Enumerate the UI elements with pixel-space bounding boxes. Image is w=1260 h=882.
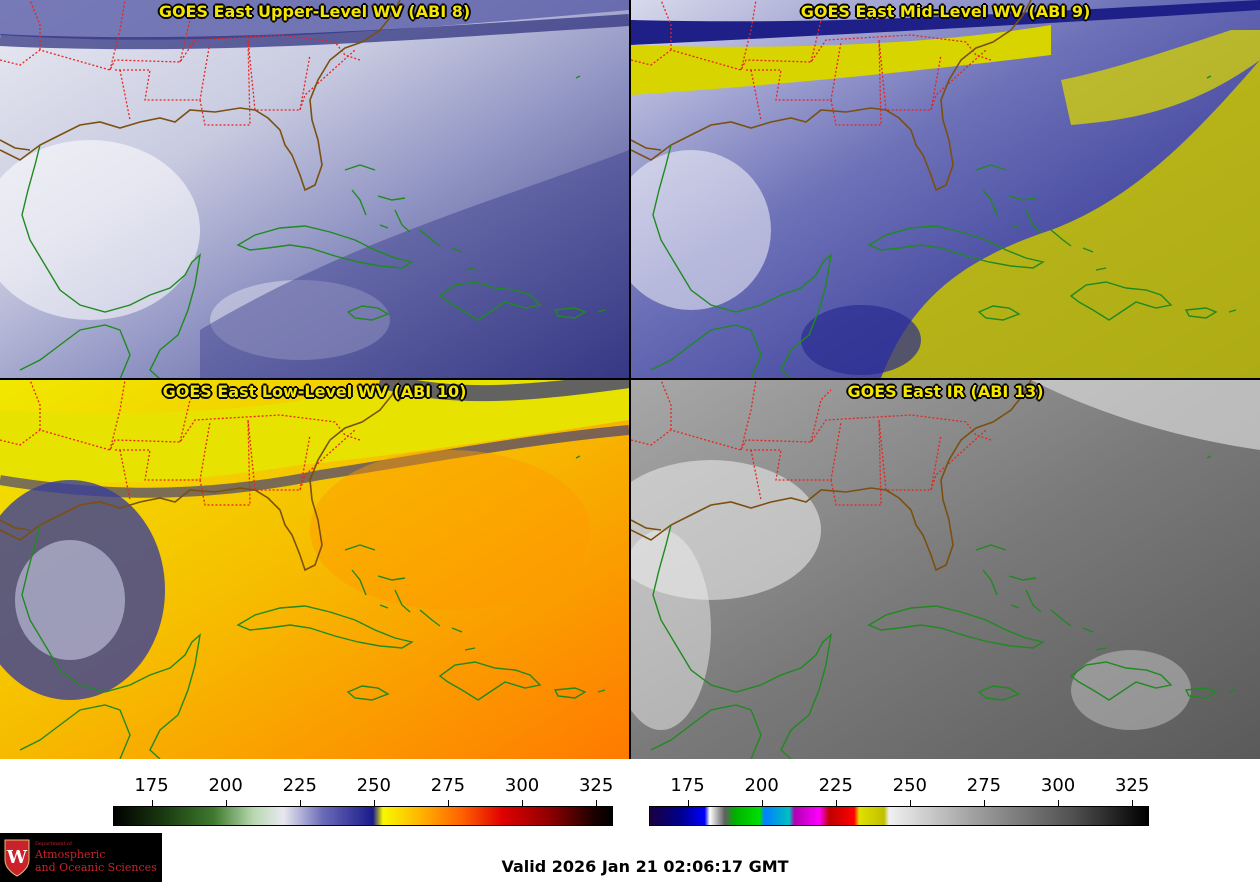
ir-colorbar bbox=[649, 806, 1149, 826]
aos-logo: W Department of Atmospheric and Oceanic … bbox=[0, 833, 162, 882]
colorbar-tick-label: 250 bbox=[892, 775, 928, 796]
logo-dept-text: Department of bbox=[35, 841, 72, 847]
colorbar-tick-label: 300 bbox=[1040, 775, 1076, 796]
colorbar-tick-label: 325 bbox=[578, 775, 614, 796]
panel-abi9: GOES East Mid-Level WV (ABI 9) bbox=[631, 0, 1260, 378]
colorbar-tick-label: 175 bbox=[134, 775, 169, 796]
svg-text:W: W bbox=[6, 847, 28, 868]
colorbar-tick bbox=[983, 800, 985, 806]
colorbar-tick-label: 250 bbox=[356, 775, 392, 796]
colorbar-tick bbox=[373, 800, 375, 806]
panel-title: GOES East Low-Level WV (ABI 10) bbox=[162, 382, 467, 401]
valid-time: Valid 2026 Jan 21 02:06:17 GMT bbox=[501, 857, 789, 876]
colorbar-tick bbox=[225, 800, 227, 806]
colorbar-tick bbox=[687, 800, 689, 806]
colorbar-tick bbox=[447, 800, 449, 806]
colorbar-tick-label: 175 bbox=[670, 775, 705, 796]
panel-title: GOES East Mid-Level WV (ABI 9) bbox=[800, 2, 1091, 21]
colorbar-tick-label: 200 bbox=[744, 775, 779, 796]
panel-abi10: GOES East Low-Level WV (ABI 10) bbox=[0, 380, 629, 759]
colorbar-tick-label: 325 bbox=[1114, 775, 1150, 796]
colorbar-tick bbox=[909, 800, 911, 806]
uw-crest-icon: W bbox=[4, 839, 30, 877]
logo-line1: Atmospheric bbox=[35, 848, 106, 861]
colorbar-tick-label: 225 bbox=[818, 775, 853, 796]
abi10-image bbox=[0, 380, 629, 759]
panel-title: GOES East IR (ABI 13) bbox=[847, 382, 1044, 401]
abi9-image bbox=[631, 0, 1260, 378]
wv-colorbar bbox=[113, 806, 613, 826]
colorbar-tick-label: 200 bbox=[208, 775, 243, 796]
colorbar-tick bbox=[299, 800, 301, 806]
colorbar-tick bbox=[151, 800, 153, 806]
panel-title: GOES East Upper-Level WV (ABI 8) bbox=[158, 2, 471, 21]
colorbar-tick bbox=[522, 800, 524, 806]
logo-line2: and Oceanic Sciences bbox=[35, 861, 157, 874]
colorbar-tick-label: 300 bbox=[504, 775, 540, 796]
colorbar-tick bbox=[835, 800, 837, 806]
colorbar-tick-label: 225 bbox=[282, 775, 317, 796]
colorbar-tick bbox=[761, 800, 763, 806]
colorbar-tick bbox=[596, 800, 598, 806]
panel-abi13: GOES East IR (ABI 13) bbox=[631, 380, 1260, 759]
colorbar-tick-label: 275 bbox=[966, 775, 1002, 796]
panel-divider-horizontal bbox=[0, 378, 1260, 380]
abi8-image bbox=[0, 0, 629, 378]
abi13-image bbox=[631, 380, 1260, 759]
colorbar-tick bbox=[1058, 800, 1060, 806]
colorbar-tick-label: 275 bbox=[430, 775, 466, 796]
panel-abi8: GOES East Upper-Level WV (ABI 8) bbox=[0, 0, 629, 378]
colorbar-tick bbox=[1132, 800, 1134, 806]
